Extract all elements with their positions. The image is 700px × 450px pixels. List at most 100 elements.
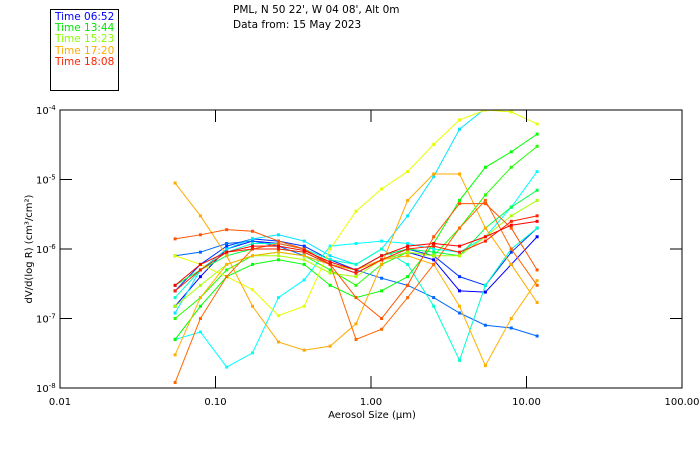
data-point	[380, 258, 384, 262]
data-point	[225, 241, 229, 245]
data-point	[432, 262, 436, 266]
data-point	[302, 258, 306, 262]
data-point	[483, 323, 487, 327]
data-point	[432, 258, 436, 262]
legend-item-1523: Time 15:23	[55, 33, 115, 46]
data-point	[509, 110, 513, 114]
data-point	[198, 317, 202, 320]
data-point	[302, 304, 306, 308]
data-point	[535, 300, 539, 304]
data-point	[354, 275, 358, 279]
data-point	[380, 317, 384, 320]
data-point	[458, 358, 462, 362]
data-point	[276, 254, 280, 258]
data-point	[535, 198, 539, 202]
data-point	[328, 254, 332, 258]
data-point	[509, 219, 513, 223]
data-point	[406, 250, 410, 254]
data-point	[483, 364, 487, 368]
data-point	[509, 317, 513, 320]
series-line	[174, 199, 538, 307]
data-point	[302, 250, 306, 254]
data-point	[432, 304, 436, 308]
data-point	[302, 262, 306, 266]
series-13	[173, 198, 539, 384]
y-axis-label: dV/d(log R) (cm³/cm²)	[24, 194, 35, 303]
data-point	[198, 275, 202, 279]
data-point	[380, 262, 384, 266]
data-point	[328, 260, 332, 264]
series-6	[173, 132, 539, 341]
data-point	[276, 241, 280, 245]
data-point	[328, 283, 332, 287]
data-point	[302, 239, 306, 243]
data-point	[354, 209, 358, 213]
data-point	[354, 337, 358, 341]
data-point	[458, 275, 462, 279]
data-point	[509, 250, 513, 254]
data-point	[509, 165, 513, 169]
data-point	[483, 110, 487, 112]
data-point	[251, 288, 255, 292]
data-point	[535, 334, 539, 338]
data-point	[406, 244, 410, 248]
y-tick-label: 10-4	[36, 104, 56, 117]
data-point	[276, 250, 280, 254]
data-point	[198, 283, 202, 287]
data-point	[380, 254, 384, 258]
data-point	[380, 327, 384, 331]
data-point	[251, 229, 255, 233]
data-point	[328, 247, 332, 251]
data-point	[535, 144, 539, 148]
data-point	[483, 198, 487, 202]
data-point	[509, 223, 513, 227]
data-point	[458, 289, 462, 293]
data-point	[432, 142, 436, 146]
data-point	[406, 296, 410, 300]
series-7	[173, 144, 539, 320]
data-point	[432, 254, 436, 258]
series-line	[174, 133, 538, 340]
data-point	[380, 289, 384, 293]
series-layer	[173, 110, 539, 384]
series-14	[173, 202, 539, 320]
data-point	[225, 268, 229, 272]
series-5	[173, 226, 539, 362]
data-point	[406, 241, 410, 245]
data-point	[432, 250, 436, 254]
data-point	[173, 317, 177, 320]
data-point	[276, 314, 280, 318]
data-point	[251, 247, 255, 251]
data-point	[251, 239, 255, 243]
data-point	[458, 172, 462, 176]
data-point	[276, 233, 280, 237]
data-point	[173, 296, 177, 300]
data-point	[198, 233, 202, 237]
data-point	[406, 198, 410, 202]
data-point	[380, 247, 384, 251]
series-15	[173, 214, 539, 293]
data-point	[432, 247, 436, 251]
data-point	[432, 241, 436, 245]
data-point	[432, 244, 436, 248]
data-point	[225, 244, 229, 248]
data-point	[198, 262, 202, 266]
data-point	[302, 247, 306, 251]
data-point	[251, 254, 255, 258]
y-tick-label: 10-7	[36, 313, 56, 326]
data-point	[328, 244, 332, 248]
data-point	[535, 283, 539, 287]
data-point	[173, 380, 177, 384]
data-point	[302, 244, 306, 248]
data-point	[198, 304, 202, 308]
data-point	[535, 170, 539, 174]
x-tick-label: 100.00	[665, 397, 700, 408]
data-point	[406, 214, 410, 218]
data-point	[354, 322, 358, 326]
data-point	[406, 262, 410, 266]
data-point	[251, 244, 255, 248]
data-point	[302, 249, 306, 253]
data-point	[458, 127, 462, 131]
data-point	[328, 271, 332, 275]
data-point	[483, 193, 487, 197]
